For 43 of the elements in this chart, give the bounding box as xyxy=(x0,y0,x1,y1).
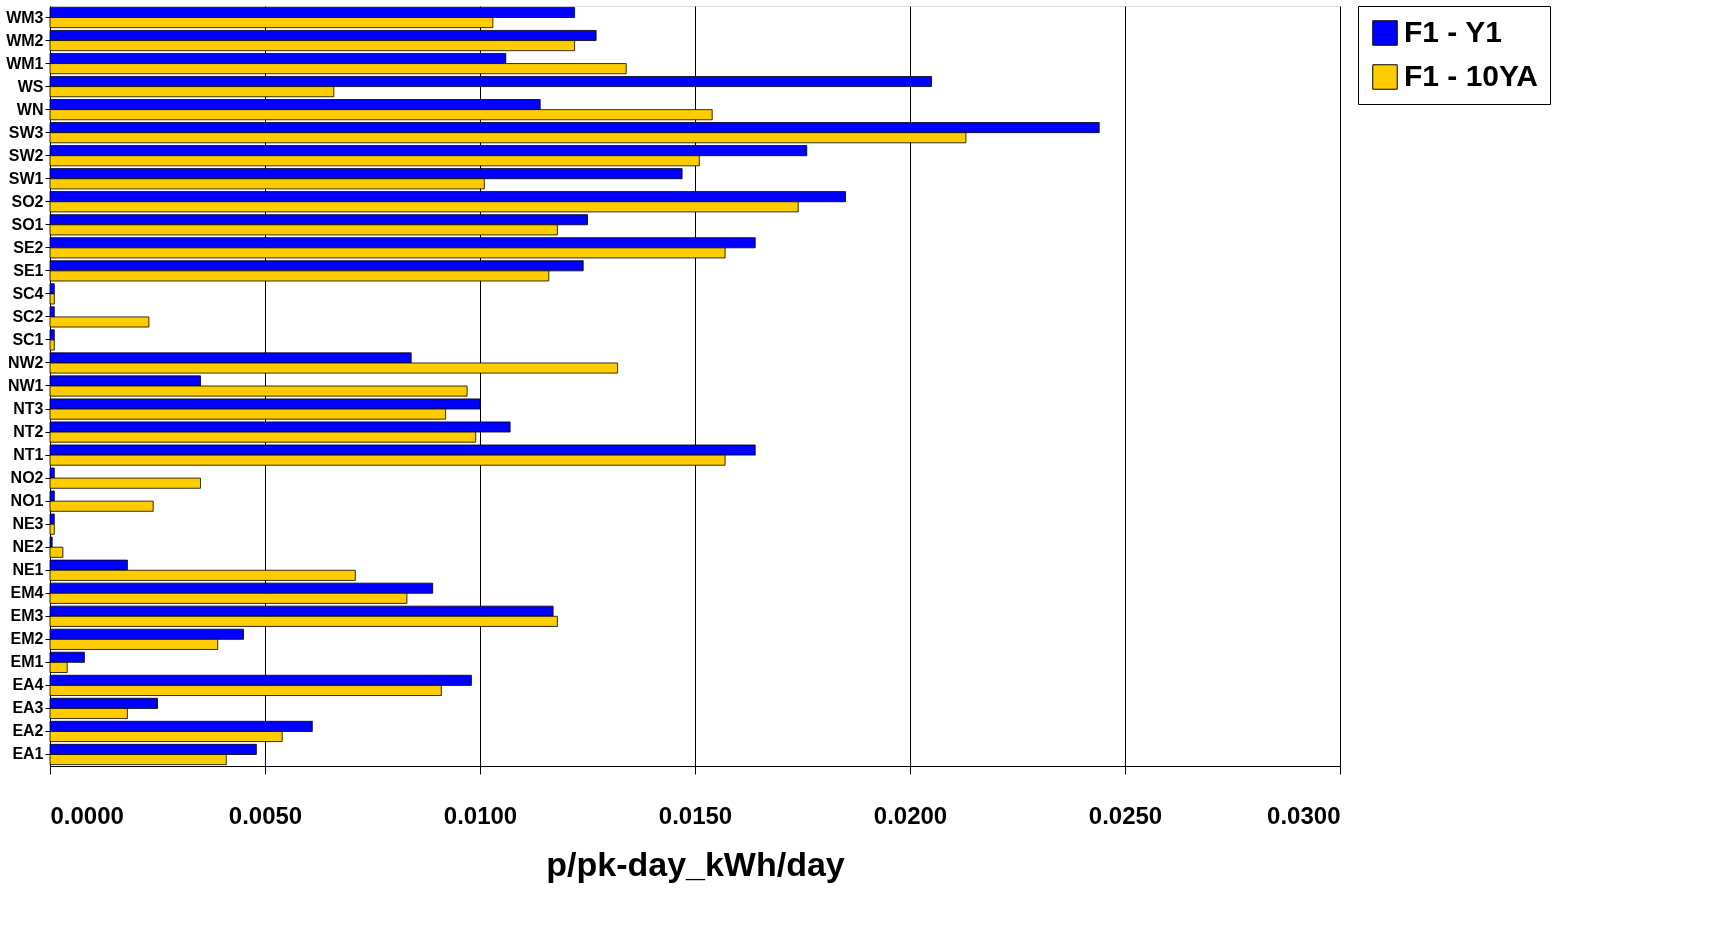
x-tick-label: 0.0000 xyxy=(50,801,124,829)
y-tick-label: SE2 xyxy=(13,238,44,256)
y-tick-label: EA3 xyxy=(12,699,44,717)
x-axis-title: p/pk-day_kWh/day xyxy=(546,844,845,883)
y-tick-label: EA2 xyxy=(12,722,44,740)
y-tick-label: SC1 xyxy=(12,330,44,348)
y-tick-label: WM2 xyxy=(6,31,44,49)
y-tick-label: EM1 xyxy=(10,653,44,671)
y-tick-label: EM3 xyxy=(10,607,44,625)
x-tick-label: 0.0050 xyxy=(228,801,303,829)
y-tick-label: SC4 xyxy=(12,284,44,302)
y-tick-label: NW1 xyxy=(7,377,44,394)
y-tick-label: NE2 xyxy=(12,538,44,556)
x-tick-label: 0.0100 xyxy=(443,801,518,829)
y-tick-label: NE3 xyxy=(12,515,44,533)
y-tick-label: WM3 xyxy=(6,8,44,26)
y-tick-label: SW3 xyxy=(8,123,44,141)
x-tick-label: 0.0150 xyxy=(658,801,733,829)
y-tick-label: NT1 xyxy=(13,446,44,464)
y-tick-label: SW2 xyxy=(8,146,44,164)
y-tick-label: SO2 xyxy=(11,192,44,210)
legend-label: F1 - 10YA xyxy=(1404,59,1538,92)
y-tick-label: EA1 xyxy=(12,745,44,763)
y-tick-label: WM1 xyxy=(6,54,44,72)
y-tick-label: NE1 xyxy=(12,561,44,579)
y-tick-label: NO2 xyxy=(10,469,44,487)
y-tick-label: WS xyxy=(17,77,44,95)
y-tick-label: NT3 xyxy=(13,400,44,418)
y-tick-label: EA4 xyxy=(12,676,44,694)
x-tick-label: 0.0300 xyxy=(1267,801,1341,829)
y-tick-label: SE1 xyxy=(13,261,44,279)
y-tick-label: NO1 xyxy=(10,492,44,510)
y-tick-label: WN xyxy=(16,100,44,118)
y-tick-label: SW1 xyxy=(8,169,44,187)
y-tick-label: NT2 xyxy=(13,423,44,441)
y-tick-label: SO1 xyxy=(11,215,44,233)
y-tick-label: EM2 xyxy=(10,630,44,648)
y-tick-label: SC2 xyxy=(12,307,44,325)
legend-label: F1 - Y1 xyxy=(1404,15,1502,48)
x-tick-label: 0.0200 xyxy=(873,801,948,829)
y-tick-label: NW2 xyxy=(7,353,44,371)
y-tick-label: EM4 xyxy=(10,584,44,602)
x-tick-label: 0.0250 xyxy=(1088,801,1163,829)
